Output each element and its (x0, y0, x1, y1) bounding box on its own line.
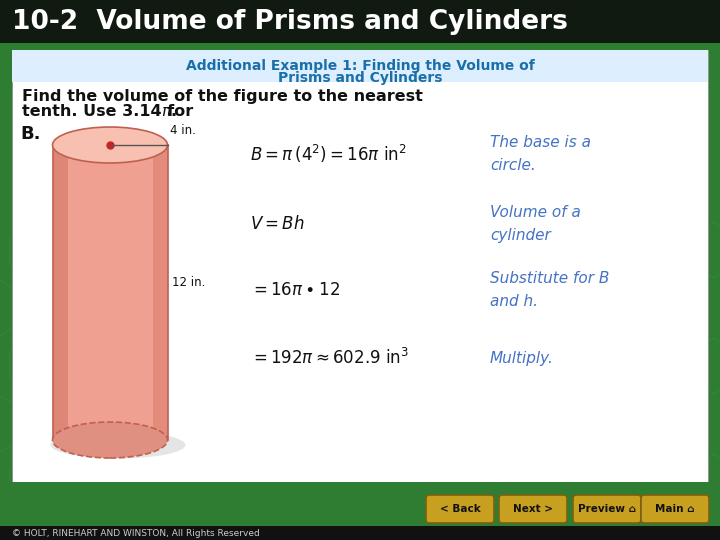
FancyBboxPatch shape (0, 0, 720, 43)
Ellipse shape (53, 422, 168, 458)
Text: B.: B. (20, 125, 40, 143)
Text: tenth. Use 3.14 for: tenth. Use 3.14 for (22, 105, 199, 119)
Text: Main ⌂: Main ⌂ (655, 504, 695, 514)
FancyBboxPatch shape (499, 495, 567, 523)
Text: 12 in.: 12 in. (173, 276, 206, 289)
Text: Preview ⌂: Preview ⌂ (578, 504, 636, 514)
Text: $= 192\pi \approx 602.9\ \mathrm{in}^3$: $= 192\pi \approx 602.9\ \mathrm{in}^3$ (250, 348, 409, 368)
Ellipse shape (50, 431, 186, 458)
Text: 10-2  Volume of Prisms and Cylinders: 10-2 Volume of Prisms and Cylinders (12, 9, 568, 35)
Text: 4 in.: 4 in. (171, 124, 197, 137)
Text: © HOLT, RINEHART AND WINSTON, All Rights Reserved: © HOLT, RINEHART AND WINSTON, All Rights… (12, 529, 260, 537)
Text: Find the volume of the figure to the nearest: Find the volume of the figure to the nea… (22, 90, 423, 105)
Polygon shape (53, 145, 68, 440)
Text: Prisms and Cylinders: Prisms and Cylinders (278, 71, 442, 85)
Ellipse shape (53, 127, 168, 163)
FancyBboxPatch shape (0, 482, 720, 540)
Text: < Back: < Back (440, 504, 480, 514)
Text: The base is a
circle.: The base is a circle. (490, 136, 591, 173)
Text: Volume of a
cylinder: Volume of a cylinder (490, 205, 581, 242)
Text: Substitute for B
and h.: Substitute for B and h. (490, 272, 609, 308)
FancyBboxPatch shape (12, 50, 708, 82)
Text: Next >: Next > (513, 504, 553, 514)
Text: $= 16\pi \bullet 12$: $= 16\pi \bullet 12$ (250, 281, 340, 299)
FancyBboxPatch shape (12, 50, 708, 482)
Polygon shape (153, 145, 168, 440)
Text: Additional Example 1: Finding the Volume of: Additional Example 1: Finding the Volume… (186, 59, 534, 73)
Text: Multiply.: Multiply. (490, 350, 554, 366)
FancyBboxPatch shape (573, 495, 641, 523)
Text: $V = Bh$: $V = Bh$ (250, 215, 305, 233)
FancyBboxPatch shape (641, 495, 709, 523)
FancyBboxPatch shape (426, 495, 494, 523)
Polygon shape (53, 145, 168, 440)
Text: $B = \pi\,(4^2) = 16\pi\ \mathrm{in}^2$: $B = \pi\,(4^2) = 16\pi\ \mathrm{in}^2$ (250, 143, 407, 165)
Text: $\pi$.: $\pi$. (161, 105, 177, 119)
FancyBboxPatch shape (0, 526, 720, 540)
